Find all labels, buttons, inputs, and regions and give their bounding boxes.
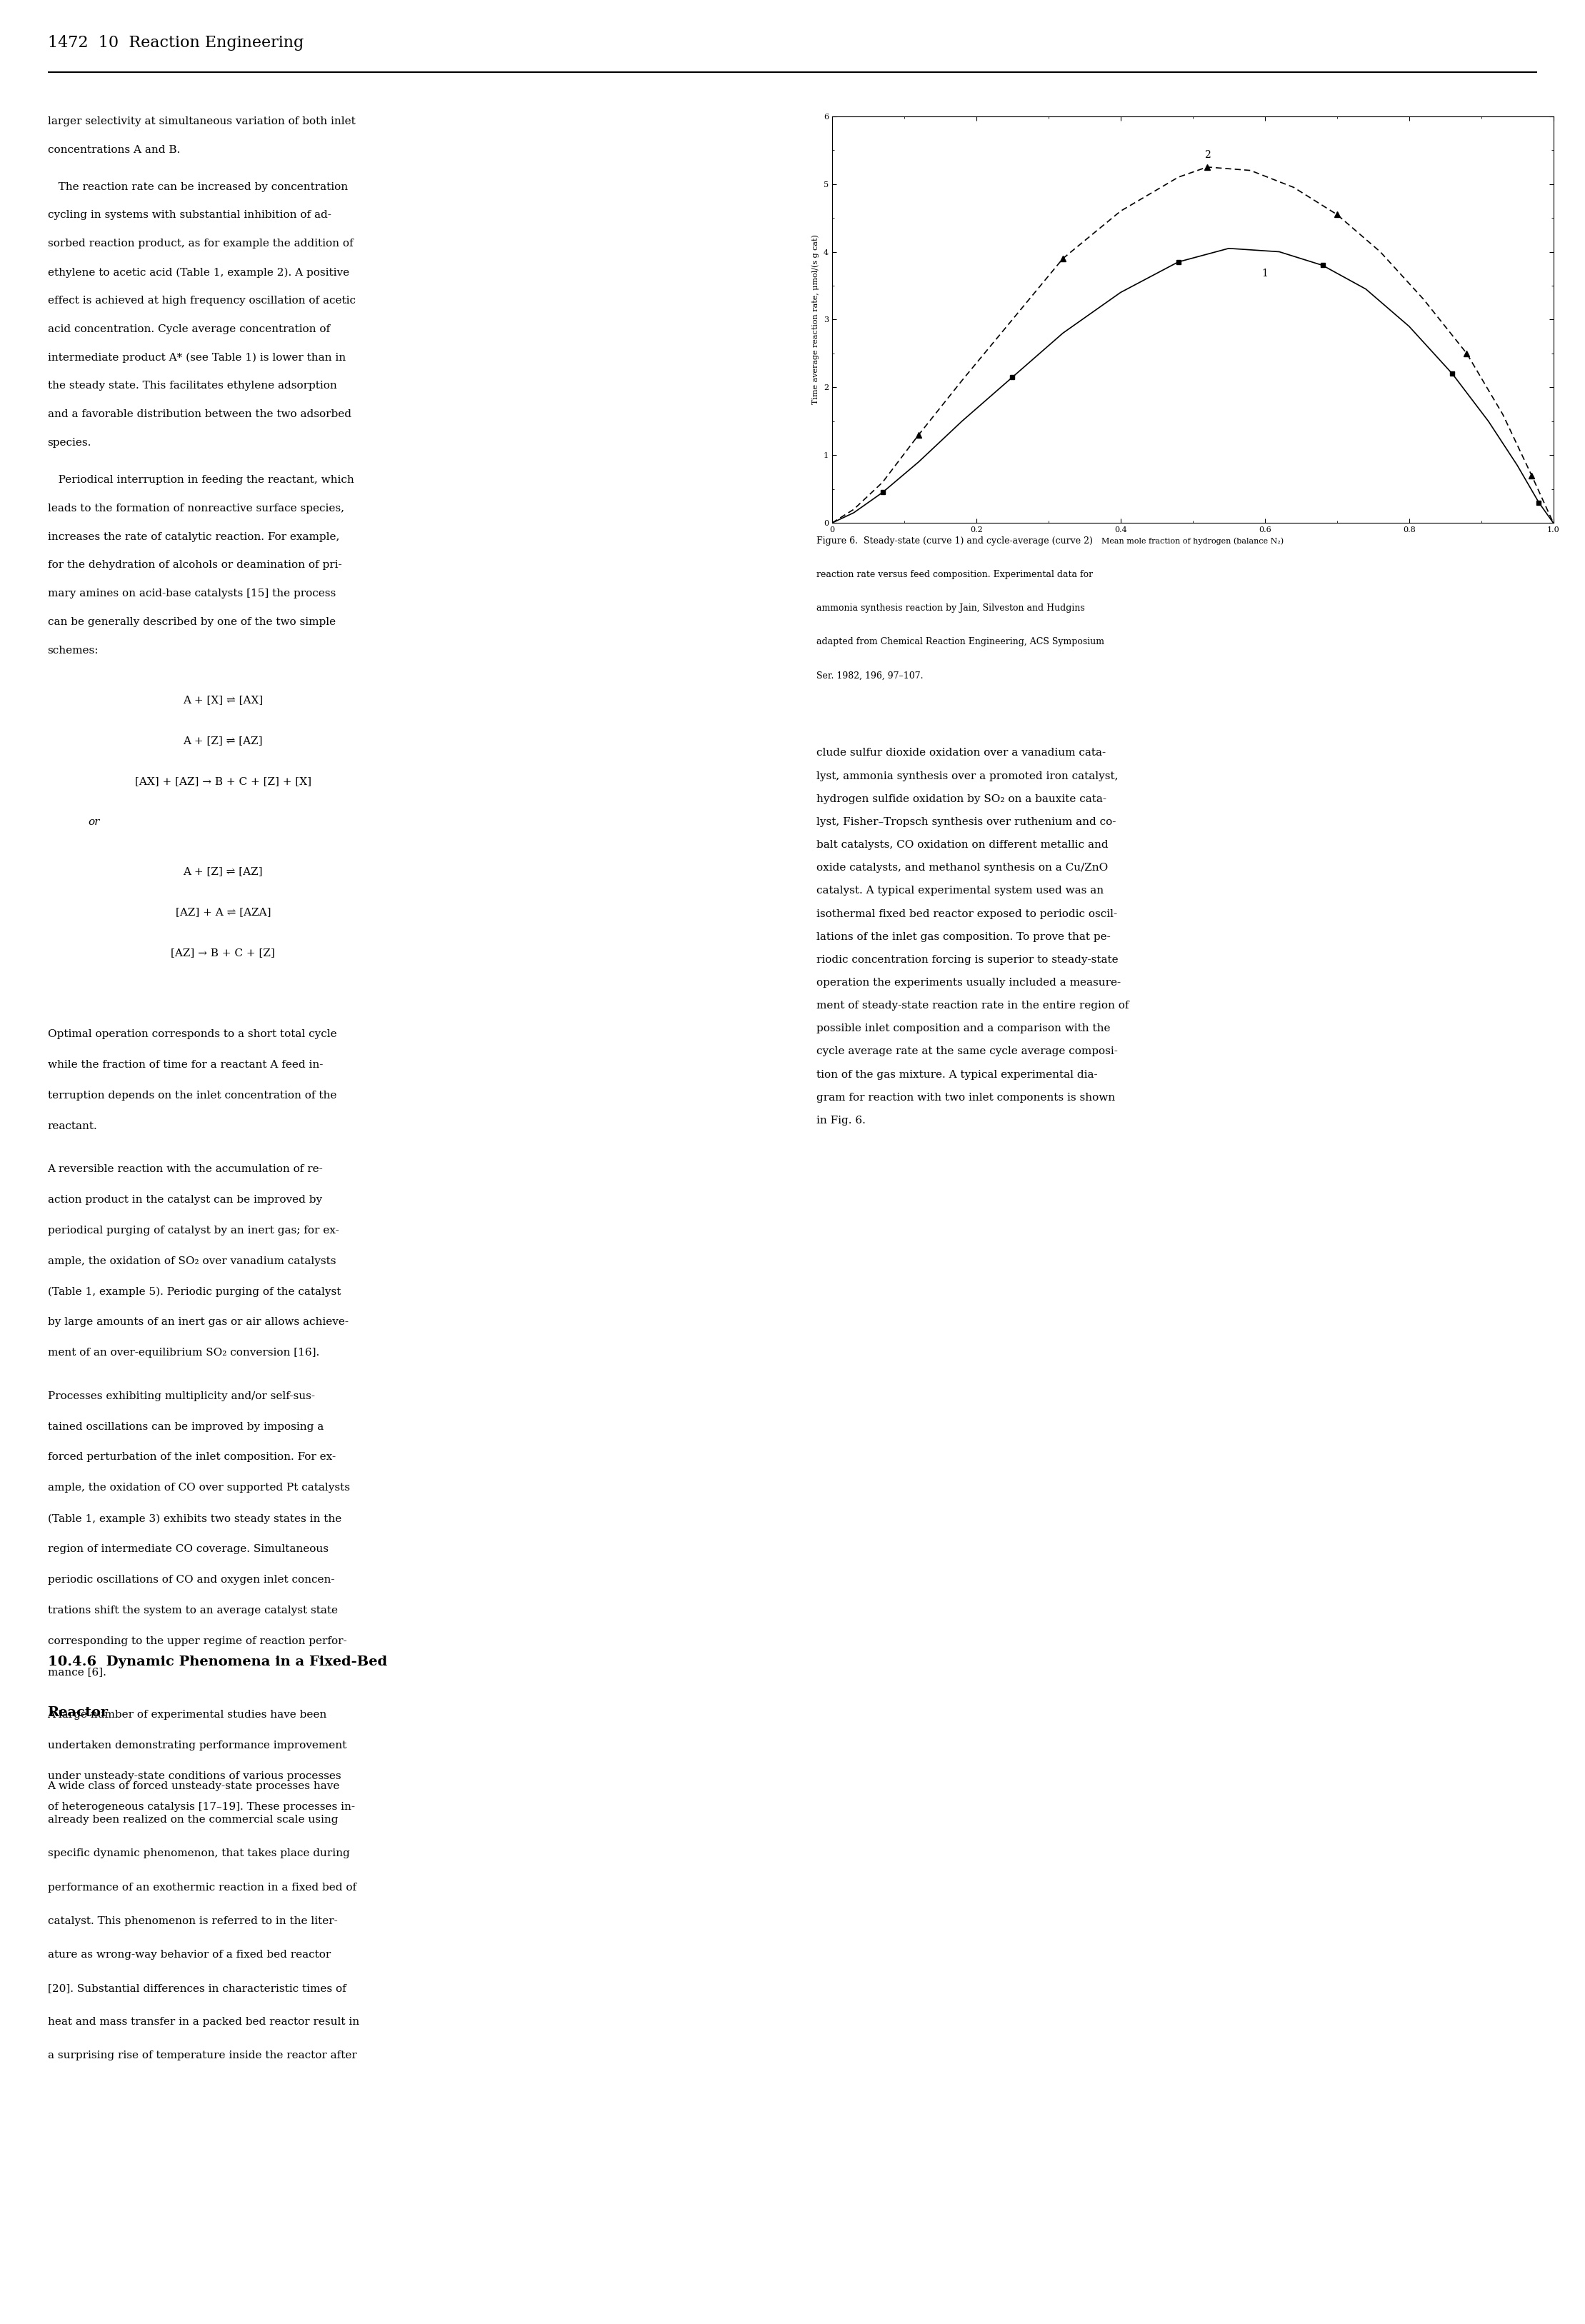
Text: reactant.: reactant. (48, 1120, 97, 1132)
Text: Ser. 1982, 196, 97–107.: Ser. 1982, 196, 97–107. (816, 672, 922, 681)
Text: performance of an exothermic reaction in a fixed bed of: performance of an exothermic reaction in… (48, 1882, 357, 1892)
Text: larger selectivity at simultaneous variation of both inlet: larger selectivity at simultaneous varia… (48, 116, 355, 125)
Text: (Table 1, example 3) exhibits two steady states in the: (Table 1, example 3) exhibits two steady… (48, 1513, 341, 1525)
Text: periodic oscillations of CO and oxygen inlet concen-: periodic oscillations of CO and oxygen i… (48, 1576, 334, 1585)
Text: while the fraction of time for a reactant A feed in-: while the fraction of time for a reactan… (48, 1060, 323, 1069)
Text: and a favorable distribution between the two adsorbed: and a favorable distribution between the… (48, 409, 352, 418)
Text: already been realized on the commercial scale using: already been realized on the commercial … (48, 1815, 338, 1824)
Text: cycle average rate at the same cycle average composi-: cycle average rate at the same cycle ave… (816, 1046, 1117, 1057)
Text: A + [X] ⇌ [AX]: A + [X] ⇌ [AX] (182, 695, 263, 706)
Text: in Fig. 6.: in Fig. 6. (816, 1116, 865, 1125)
Text: tion of the gas mixture. A typical experimental dia-: tion of the gas mixture. A typical exper… (816, 1069, 1097, 1081)
Text: catalyst. This phenomenon is referred to in the liter-: catalyst. This phenomenon is referred to… (48, 1915, 338, 1927)
Text: adapted from Chemical Reaction Engineering, ACS Symposium: adapted from Chemical Reaction Engineeri… (816, 637, 1105, 646)
Text: 1472  10  Reaction Engineering: 1472 10 Reaction Engineering (48, 35, 303, 51)
Text: under unsteady-state conditions of various processes: under unsteady-state conditions of vario… (48, 1771, 341, 1780)
Text: terruption depends on the inlet concentration of the: terruption depends on the inlet concentr… (48, 1090, 336, 1099)
Text: (Table 1, example 5). Periodic purging of the catalyst: (Table 1, example 5). Periodic purging o… (48, 1287, 341, 1297)
Text: effect is achieved at high frequency oscillation of acetic: effect is achieved at high frequency osc… (48, 295, 355, 307)
Text: intermediate product A* (see Table 1) is lower than in: intermediate product A* (see Table 1) is… (48, 353, 346, 363)
Text: clude sulfur dioxide oxidation over a vanadium cata-: clude sulfur dioxide oxidation over a va… (816, 748, 1106, 758)
Text: action product in the catalyst can be improved by: action product in the catalyst can be im… (48, 1195, 322, 1204)
Text: trations shift the system to an average catalyst state: trations shift the system to an average … (48, 1606, 338, 1615)
Text: corresponding to the upper regime of reaction perfor-: corresponding to the upper regime of rea… (48, 1636, 347, 1645)
Text: increases the rate of catalytic reaction. For example,: increases the rate of catalytic reaction… (48, 532, 339, 541)
Text: ample, the oxidation of CO over supported Pt catalysts: ample, the oxidation of CO over supporte… (48, 1483, 350, 1492)
Text: ature as wrong-way behavior of a fixed bed reactor: ature as wrong-way behavior of a fixed b… (48, 1950, 331, 1959)
Text: Periodical interruption in feeding the reactant, which: Periodical interruption in feeding the r… (48, 474, 353, 486)
Text: Optimal operation corresponds to a short total cycle: Optimal operation corresponds to a short… (48, 1030, 336, 1039)
Text: operation the experiments usually included a measure-: operation the experiments usually includ… (816, 978, 1121, 988)
Text: schemes:: schemes: (48, 646, 98, 655)
Text: The reaction rate can be increased by concentration: The reaction rate can be increased by co… (48, 181, 347, 193)
Text: specific dynamic phenomenon, that takes place during: specific dynamic phenomenon, that takes … (48, 1848, 350, 1859)
Text: ment of an over-equilibrium SO₂ conversion [16].: ment of an over-equilibrium SO₂ conversi… (48, 1348, 319, 1357)
Text: acid concentration. Cycle average concentration of: acid concentration. Cycle average concen… (48, 323, 330, 335)
Text: ammonia synthesis reaction by Jain, Silveston and Hudgins: ammonia synthesis reaction by Jain, Silv… (816, 604, 1084, 614)
Text: periodical purging of catalyst by an inert gas; for ex-: periodical purging of catalyst by an ine… (48, 1225, 339, 1236)
Text: heat and mass transfer in a packed bed reactor result in: heat and mass transfer in a packed bed r… (48, 2017, 360, 2027)
Text: ethylene to acetic acid (Table 1, example 2). A positive: ethylene to acetic acid (Table 1, exampl… (48, 267, 349, 277)
Text: [20]. Substantial differences in characteristic times of: [20]. Substantial differences in charact… (48, 1982, 346, 1994)
Text: 2: 2 (1205, 151, 1211, 160)
Text: [AZ] → B + C + [Z]: [AZ] → B + C + [Z] (171, 948, 276, 957)
Text: Processes exhibiting multiplicity and/or self-sus-: Processes exhibiting multiplicity and/or… (48, 1392, 315, 1401)
Text: balt catalysts, CO oxidation on different metallic and: balt catalysts, CO oxidation on differen… (816, 839, 1108, 851)
Text: A large number of experimental studies have been: A large number of experimental studies h… (48, 1710, 327, 1720)
Text: Reactor: Reactor (48, 1706, 108, 1720)
Text: forced perturbation of the inlet composition. For ex-: forced perturbation of the inlet composi… (48, 1452, 336, 1462)
X-axis label: Mean mole fraction of hydrogen (balance N₂): Mean mole fraction of hydrogen (balance … (1102, 537, 1284, 546)
Text: [AX] + [AZ] → B + C + [Z] + [X]: [AX] + [AZ] → B + C + [Z] + [X] (135, 776, 311, 788)
Text: hydrogen sulfide oxidation by SO₂ on a bauxite cata-: hydrogen sulfide oxidation by SO₂ on a b… (816, 795, 1106, 804)
Text: region of intermediate CO coverage. Simultaneous: region of intermediate CO coverage. Simu… (48, 1545, 328, 1555)
Text: the steady state. This facilitates ethylene adsorption: the steady state. This facilitates ethyl… (48, 381, 336, 390)
Text: A reversible reaction with the accumulation of re-: A reversible reaction with the accumulat… (48, 1164, 323, 1174)
Text: lations of the inlet gas composition. To prove that pe-: lations of the inlet gas composition. To… (816, 932, 1111, 941)
Text: lyst, Fisher–Tropsch synthesis over ruthenium and co-: lyst, Fisher–Tropsch synthesis over ruth… (816, 818, 1116, 827)
Text: a surprising rise of temperature inside the reactor after: a surprising rise of temperature inside … (48, 2050, 357, 2061)
Text: lyst, ammonia synthesis over a promoted iron catalyst,: lyst, ammonia synthesis over a promoted … (816, 772, 1117, 781)
Text: A + [Z] ⇌ [AZ]: A + [Z] ⇌ [AZ] (184, 737, 263, 746)
Text: [AZ] + A ⇌ [AZA]: [AZ] + A ⇌ [AZA] (176, 906, 271, 918)
Text: 10.4.6  Dynamic Phenomena in a Fixed-Bed: 10.4.6 Dynamic Phenomena in a Fixed-Bed (48, 1655, 387, 1669)
Text: can be generally described by one of the two simple: can be generally described by one of the… (48, 618, 336, 627)
Text: Figure 6.  Steady-state (curve 1) and cycle-average (curve 2): Figure 6. Steady-state (curve 1) and cyc… (816, 537, 1092, 546)
Text: 1: 1 (1262, 270, 1268, 279)
Text: sorbed reaction product, as for example the addition of: sorbed reaction product, as for example … (48, 239, 353, 249)
Text: ample, the oxidation of SO₂ over vanadium catalysts: ample, the oxidation of SO₂ over vanadiu… (48, 1255, 336, 1267)
Text: gram for reaction with two inlet components is shown: gram for reaction with two inlet compone… (816, 1092, 1114, 1102)
Text: ment of steady-state reaction rate in the entire region of: ment of steady-state reaction rate in th… (816, 1002, 1129, 1011)
Text: oxide catalysts, and methanol synthesis on a Cu/ZnO: oxide catalysts, and methanol synthesis … (816, 862, 1108, 874)
Text: or: or (89, 818, 100, 827)
Text: tained oscillations can be improved by imposing a: tained oscillations can be improved by i… (48, 1422, 323, 1432)
Text: riodic concentration forcing is superior to steady-state: riodic concentration forcing is superior… (816, 955, 1117, 964)
Text: undertaken demonstrating performance improvement: undertaken demonstrating performance imp… (48, 1741, 346, 1750)
Text: catalyst. A typical experimental system used was an: catalyst. A typical experimental system … (816, 885, 1103, 895)
Text: isothermal fixed bed reactor exposed to periodic oscil-: isothermal fixed bed reactor exposed to … (816, 909, 1117, 918)
Text: reaction rate versus feed composition. Experimental data for: reaction rate versus feed composition. E… (816, 569, 1092, 579)
Text: for the dehydration of alcohols or deamination of pri-: for the dehydration of alcohols or deami… (48, 560, 342, 569)
Text: A + [Z] ⇌ [AZ]: A + [Z] ⇌ [AZ] (184, 867, 263, 876)
Y-axis label: Time average reaction rate, μmol/(s g cat): Time average reaction rate, μmol/(s g ca… (812, 235, 819, 404)
Text: concentrations A and B.: concentrations A and B. (48, 144, 179, 156)
Text: mary amines on acid-base catalysts [15] the process: mary amines on acid-base catalysts [15] … (48, 588, 336, 600)
Text: by large amounts of an inert gas or air allows achieve-: by large amounts of an inert gas or air … (48, 1318, 349, 1327)
Text: possible inlet composition and a comparison with the: possible inlet composition and a compari… (816, 1023, 1110, 1034)
Text: A wide class of forced unsteady-state processes have: A wide class of forced unsteady-state pr… (48, 1780, 339, 1792)
Text: of heterogeneous catalysis [17–19]. These processes in-: of heterogeneous catalysis [17–19]. Thes… (48, 1801, 355, 1813)
Text: cycling in systems with substantial inhibition of ad-: cycling in systems with substantial inhi… (48, 209, 331, 221)
Text: species.: species. (48, 437, 92, 449)
Text: leads to the formation of nonreactive surface species,: leads to the formation of nonreactive su… (48, 504, 344, 514)
Text: mance [6].: mance [6]. (48, 1666, 106, 1678)
